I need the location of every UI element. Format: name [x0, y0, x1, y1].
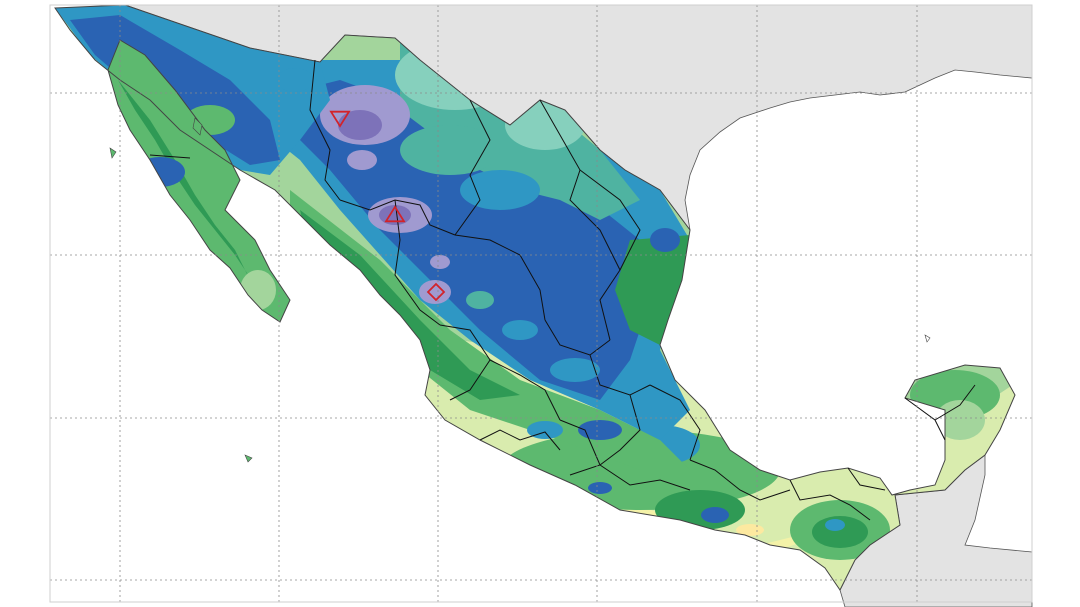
- triangle-up-icon: [384, 205, 406, 223]
- diamond-icon: [426, 282, 446, 302]
- island: [244, 454, 253, 463]
- graticule: [50, 5, 1032, 602]
- state-borders: [149, 59, 976, 521]
- gulf-island: [192, 117, 203, 136]
- triangle-down-icon: [329, 110, 351, 128]
- map-frame: [49, 4, 1033, 603]
- gulf-island: [109, 147, 117, 159]
- island: [924, 334, 931, 343]
- station-markers: [329, 110, 446, 302]
